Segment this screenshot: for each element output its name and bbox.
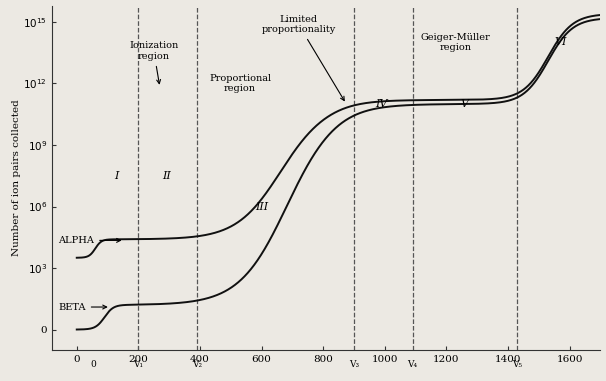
Text: III: III bbox=[255, 202, 268, 211]
Text: Limited
proportionality: Limited proportionality bbox=[261, 15, 344, 101]
Text: Proportional
region: Proportional region bbox=[209, 74, 271, 93]
Text: Ionization
region: Ionization region bbox=[129, 42, 178, 83]
Text: IV: IV bbox=[376, 99, 388, 109]
Text: V₁: V₁ bbox=[133, 360, 144, 369]
Text: V: V bbox=[461, 99, 469, 109]
Text: V₄: V₄ bbox=[407, 360, 418, 369]
Text: V₃: V₃ bbox=[349, 360, 359, 369]
Text: BETA: BETA bbox=[58, 303, 107, 312]
Text: II: II bbox=[162, 171, 170, 181]
Text: VI: VI bbox=[554, 37, 567, 48]
Text: 0: 0 bbox=[91, 360, 96, 369]
Text: ALPHA: ALPHA bbox=[58, 236, 121, 245]
Text: I: I bbox=[115, 171, 119, 181]
Text: Geiger-Müller
region: Geiger-Müller region bbox=[421, 33, 490, 52]
Text: V₂: V₂ bbox=[192, 360, 202, 369]
Text: V₅: V₅ bbox=[512, 360, 522, 369]
Y-axis label: Number of ion pairs collected: Number of ion pairs collected bbox=[12, 99, 21, 256]
